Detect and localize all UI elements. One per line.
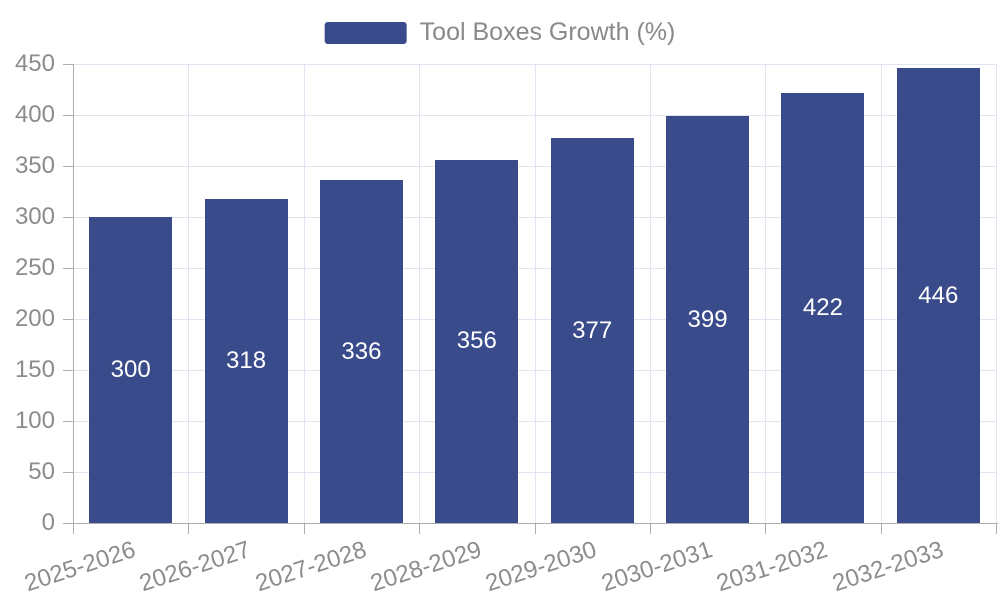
y-axis-tick (63, 523, 73, 524)
x-axis-tick (534, 524, 536, 534)
x-axis-tick (996, 524, 997, 534)
y-tick-label: 0 (41, 509, 55, 536)
y-axis-tick (63, 217, 73, 218)
y-axis-line (73, 64, 74, 523)
x-category-label: 2028-2029 (367, 536, 485, 598)
y-axis-tick (63, 421, 73, 422)
y-axis-tick (63, 115, 73, 116)
x-category-label: 2026-2027 (136, 536, 255, 598)
x-category-label: 2031-2032 (713, 536, 831, 598)
x-axis-tick (188, 524, 190, 534)
x-axis-line (73, 523, 998, 524)
y-tick-label: 250 (14, 254, 55, 281)
y-tick-label: 300 (14, 203, 55, 230)
bar-2029-2030[interactable]: 377 (550, 138, 634, 523)
y-axis-tick (63, 370, 73, 371)
gridline-vertical (303, 64, 305, 523)
x-axis-tick (880, 524, 882, 534)
legend-swatch-icon (324, 21, 407, 44)
bar-2025-2026[interactable]: 300 (89, 217, 173, 523)
x-category-label: 2030-2031 (598, 536, 716, 598)
y-tick-label: 50 (28, 458, 55, 485)
bar-2031-2032[interactable]: 422 (781, 92, 865, 523)
y-tick-label: 200 (14, 305, 55, 332)
x-category-label: 2025-2026 (21, 536, 139, 598)
y-tick-label: 450 (14, 50, 55, 77)
y-axis-tick (63, 319, 73, 320)
y-tick-label: 400 (14, 101, 55, 128)
gridline-vertical (649, 64, 651, 523)
x-category-label: 2029-2030 (482, 536, 601, 598)
gridline-vertical (996, 64, 997, 523)
bar-value-label: 318 (226, 346, 267, 374)
bar-value-label: 399 (687, 305, 728, 333)
gridline-vertical (765, 64, 767, 523)
y-axis-tick (63, 166, 73, 167)
y-tick-label: 350 (14, 152, 55, 179)
bar-2032-2033[interactable]: 446 (896, 68, 980, 523)
y-axis-tick (63, 64, 73, 65)
bar-2026-2027[interactable]: 318 (204, 198, 288, 523)
x-axis-tick (765, 524, 767, 534)
bar-value-label: 300 (110, 356, 151, 383)
y-tick-label: 150 (14, 356, 55, 383)
x-axis-tick (649, 524, 651, 534)
x-category-label: 2027-2028 (251, 536, 370, 598)
bar-value-label: 422 (802, 293, 843, 321)
bar-2027-2028[interactable]: 336 (319, 180, 403, 523)
bar-2028-2029[interactable]: 356 (435, 159, 519, 523)
bar-value-label: 446 (918, 281, 959, 309)
gridline-vertical (880, 64, 882, 523)
gridline-vertical (534, 64, 536, 523)
y-tick-label: 100 (14, 407, 55, 434)
gridline-vertical (188, 64, 190, 523)
legend-item[interactable]: Tool Boxes Growth (%) (324, 18, 676, 47)
x-category-label: 2032-2033 (828, 536, 947, 598)
bar-value-label: 336 (341, 337, 382, 365)
x-axis-tick (419, 524, 421, 534)
bar-value-label: 377 (572, 316, 613, 344)
legend-label: Tool Boxes Growth (%) (419, 18, 676, 46)
bar-2030-2031[interactable]: 399 (666, 116, 750, 523)
bar-value-label: 356 (456, 327, 497, 355)
x-axis-tick (303, 524, 305, 534)
x-axis-tick (73, 524, 74, 534)
y-axis-tick (63, 472, 73, 473)
gridline-vertical (419, 64, 421, 523)
y-axis-tick (63, 268, 73, 269)
